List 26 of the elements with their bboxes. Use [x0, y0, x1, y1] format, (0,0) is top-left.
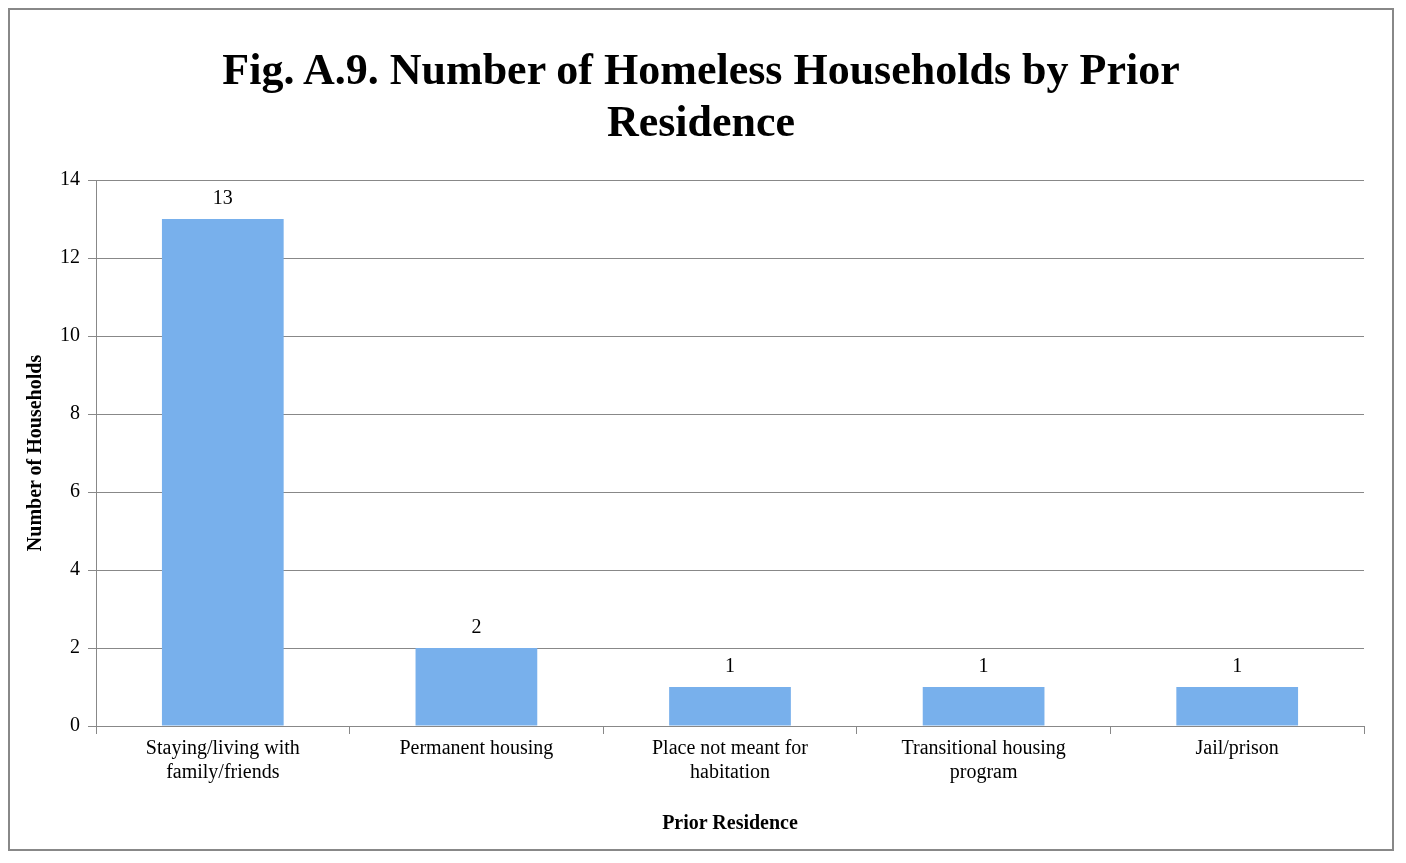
- bar: [669, 687, 791, 726]
- data-label: 1: [978, 654, 989, 677]
- y-tick-label: 0: [70, 713, 80, 736]
- data-label: 2: [471, 615, 482, 638]
- x-tick-label: Permanent housing: [399, 736, 554, 760]
- bar: [415, 648, 538, 726]
- x-tick-label: Jail/prison: [1195, 736, 1279, 760]
- data-label: 1: [725, 654, 735, 677]
- y-tick-label: 8: [70, 401, 80, 424]
- y-tick-label: 6: [70, 479, 80, 502]
- y-tick-label: 14: [60, 167, 80, 190]
- x-tick-label: Transitional housing program: [901, 736, 1066, 784]
- y-tick-label: 4: [70, 557, 80, 580]
- chart-title: Fig. A.9. Number of Homeless Households by Prior Residence: [221, 44, 1181, 148]
- data-label: 1: [1232, 654, 1243, 677]
- y-axis-title: Number of Households: [23, 354, 46, 552]
- y-tick-label: 10: [60, 323, 80, 346]
- y-tick-label: 2: [70, 635, 80, 658]
- x-axis-title: Prior Residence: [662, 811, 798, 834]
- data-label: 13: [212, 186, 233, 209]
- bar: [1176, 687, 1299, 726]
- y-tick-label: 12: [60, 245, 80, 268]
- bar: [161, 219, 284, 726]
- x-tick-label: Staying/living with family/friends: [145, 736, 300, 784]
- x-tick-label: Place not meant for habitation: [651, 736, 809, 783]
- bar: [922, 687, 1045, 726]
